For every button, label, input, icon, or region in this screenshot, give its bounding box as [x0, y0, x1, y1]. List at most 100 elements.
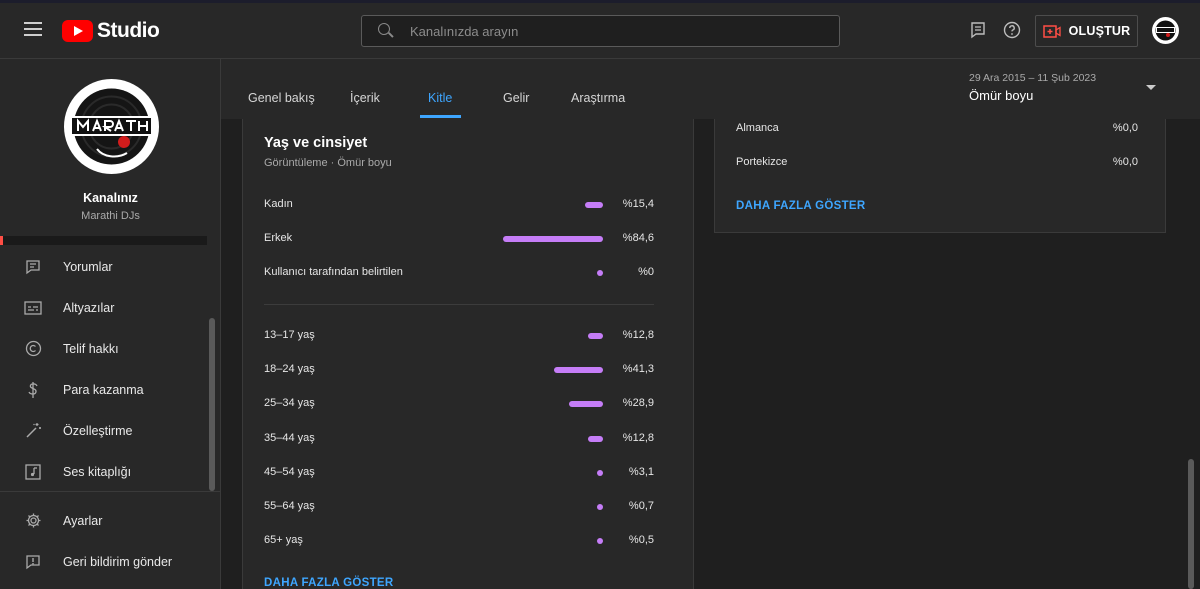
- nav-active-indicator: [0, 236, 207, 245]
- bar-dot: [597, 469, 603, 476]
- top-bar: Studio OLUŞTUR: [0, 0, 1200, 59]
- sidebar-divider: [0, 491, 221, 492]
- language-label: Portekizce: [736, 156, 788, 168]
- list-item: Portekizce %0,0: [736, 156, 1138, 172]
- video-add-icon: [1042, 24, 1061, 38]
- bar-dot: [597, 270, 603, 276]
- row-label: 35–44 yaş: [264, 431, 315, 444]
- analytics-tabs: Genel bakış İçerik Kitle Gelir Araştırma…: [221, 59, 1200, 119]
- sidebar-item-settings[interactable]: Ayarlar: [0, 500, 210, 541]
- row-label: 45–54 yaş: [264, 465, 315, 478]
- date-range[interactable]: 29 Ara 2015 – 11 Şub 2023: [969, 72, 1097, 84]
- channel-logo-icon: [1155, 20, 1176, 41]
- sidebar: Kanalınız Marathi DJs Yorumlar Altyazıla…: [0, 59, 221, 589]
- search-input[interactable]: [410, 23, 810, 39]
- table-row: Kadın %15,4: [264, 198, 654, 214]
- row-percent: %0,7: [628, 500, 654, 512]
- sidebar-item-label: Altyazılar: [63, 300, 115, 315]
- sidebar-item-label: Yorumlar: [63, 259, 113, 274]
- table-row: Erkek %84,6: [264, 232, 654, 248]
- studio-logo[interactable]: Studio: [62, 19, 160, 43]
- table-row: 65+ yaş %0,5: [264, 534, 654, 550]
- row-percent: %84,6: [622, 232, 654, 244]
- comments-icon: [24, 258, 42, 276]
- tab-revenue[interactable]: Gelir: [503, 91, 530, 105]
- create-button-label: OLUŞTUR: [1068, 24, 1131, 38]
- row-label: 55–64 yaş: [264, 500, 315, 512]
- music-note-icon: [24, 463, 42, 481]
- help-icon[interactable]: [1003, 21, 1021, 39]
- language-percent: %0,0: [1112, 156, 1138, 168]
- show-more-button[interactable]: DAHA FAZLA GÖSTER: [736, 200, 866, 212]
- sidebar-item-label: Telif hakkı: [63, 341, 119, 356]
- languages-card: Almanca %0,0 Portekizce %0,0 DAHA FAZLA …: [714, 119, 1166, 233]
- menu-icon[interactable]: [24, 22, 42, 36]
- bar: [588, 435, 603, 442]
- list-item: Almanca %0,0: [736, 122, 1138, 138]
- row-percent: %28,9: [622, 397, 654, 410]
- search-icon: [378, 23, 394, 39]
- card-title: Yaş ve cinsiyet: [264, 135, 368, 151]
- chevron-down-icon[interactable]: [1146, 85, 1156, 90]
- tab-active-underline: [420, 115, 461, 118]
- tab-content[interactable]: İçerik: [350, 91, 380, 105]
- row-label: Erkek: [264, 232, 293, 244]
- sidebar-item-customization[interactable]: Özelleştirme: [0, 410, 210, 451]
- tab-audience[interactable]: Kitle: [428, 91, 453, 105]
- sidebar-item-copyright[interactable]: Telif hakkı: [0, 328, 210, 369]
- sidebar-item-label: Özelleştirme: [63, 423, 133, 438]
- sidebar-item-feedback[interactable]: Geri bildirim gönder: [0, 541, 210, 582]
- row-percent: %0,5: [628, 534, 654, 547]
- bar: [588, 333, 603, 339]
- gear-icon: [24, 512, 42, 530]
- dollar-icon: [24, 381, 42, 399]
- sidebar-item-subtitles[interactable]: Altyazılar: [0, 287, 210, 328]
- sidebar-item-comments[interactable]: Yorumlar: [0, 246, 210, 287]
- account-avatar[interactable]: [1152, 17, 1179, 44]
- sidebar-item-label: Ayarlar: [63, 513, 103, 528]
- row-percent: %12,8: [622, 431, 654, 444]
- channel-title: Kanalınız: [83, 191, 138, 205]
- main-scrollbar[interactable]: [1188, 459, 1194, 589]
- create-button[interactable]: OLUŞTUR: [1035, 15, 1138, 47]
- bar: [554, 367, 603, 374]
- messages-icon[interactable]: [969, 21, 987, 39]
- sidebar-item-monetization[interactable]: Para kazanma: [0, 369, 210, 410]
- youtube-play-icon: [62, 20, 93, 42]
- table-row: 18–24 yaş %41,3: [264, 363, 654, 379]
- channel-name: Marathi DJs: [81, 210, 140, 222]
- row-label: 65+ yaş: [264, 534, 303, 547]
- magic-wand-icon: [24, 422, 42, 440]
- show-more-button[interactable]: DAHA FAZLA GÖSTER: [264, 577, 394, 589]
- bar-dot: [597, 504, 603, 510]
- search-box[interactable]: [361, 15, 840, 47]
- row-percent: %0: [638, 266, 654, 278]
- row-percent: %15,4: [622, 198, 654, 210]
- language-label: Almanca: [736, 122, 779, 134]
- row-label: Kadın: [264, 198, 293, 210]
- table-row: 35–44 yaş %12,8: [264, 432, 654, 448]
- feedback-icon: [24, 553, 42, 571]
- tab-research[interactable]: Araştırma: [571, 91, 626, 105]
- card-subtitle: Görüntüleme · Ömür boyu: [264, 157, 392, 169]
- row-label: 25–34 yaş: [264, 397, 315, 410]
- bar: [569, 401, 603, 408]
- sidebar-item-label: Geri bildirim gönder: [63, 554, 173, 569]
- sidebar-item-label: Ses kitaplığı: [63, 464, 132, 479]
- sidebar-item-label: Para kazanma: [63, 382, 144, 397]
- channel-logo-icon: [67, 82, 156, 171]
- bar-dot: [597, 538, 603, 545]
- logo-text: Studio: [97, 19, 160, 42]
- channel-avatar[interactable]: [64, 79, 159, 174]
- table-row: 13–17 yaş %12,8: [264, 329, 654, 345]
- bar: [503, 236, 603, 242]
- bar: [585, 202, 603, 208]
- row-percent: %41,3: [622, 363, 654, 376]
- sidebar-scrollbar[interactable]: [209, 318, 215, 491]
- sidebar-item-audio-library[interactable]: Ses kitaplığı: [0, 451, 210, 492]
- copyright-icon: [24, 340, 42, 358]
- table-row: 45–54 yaş %3,1: [264, 466, 654, 482]
- row-label: 13–17 yaş: [264, 329, 315, 341]
- tab-overview[interactable]: Genel bakış: [248, 91, 315, 105]
- date-period[interactable]: Ömür boyu: [969, 88, 1034, 103]
